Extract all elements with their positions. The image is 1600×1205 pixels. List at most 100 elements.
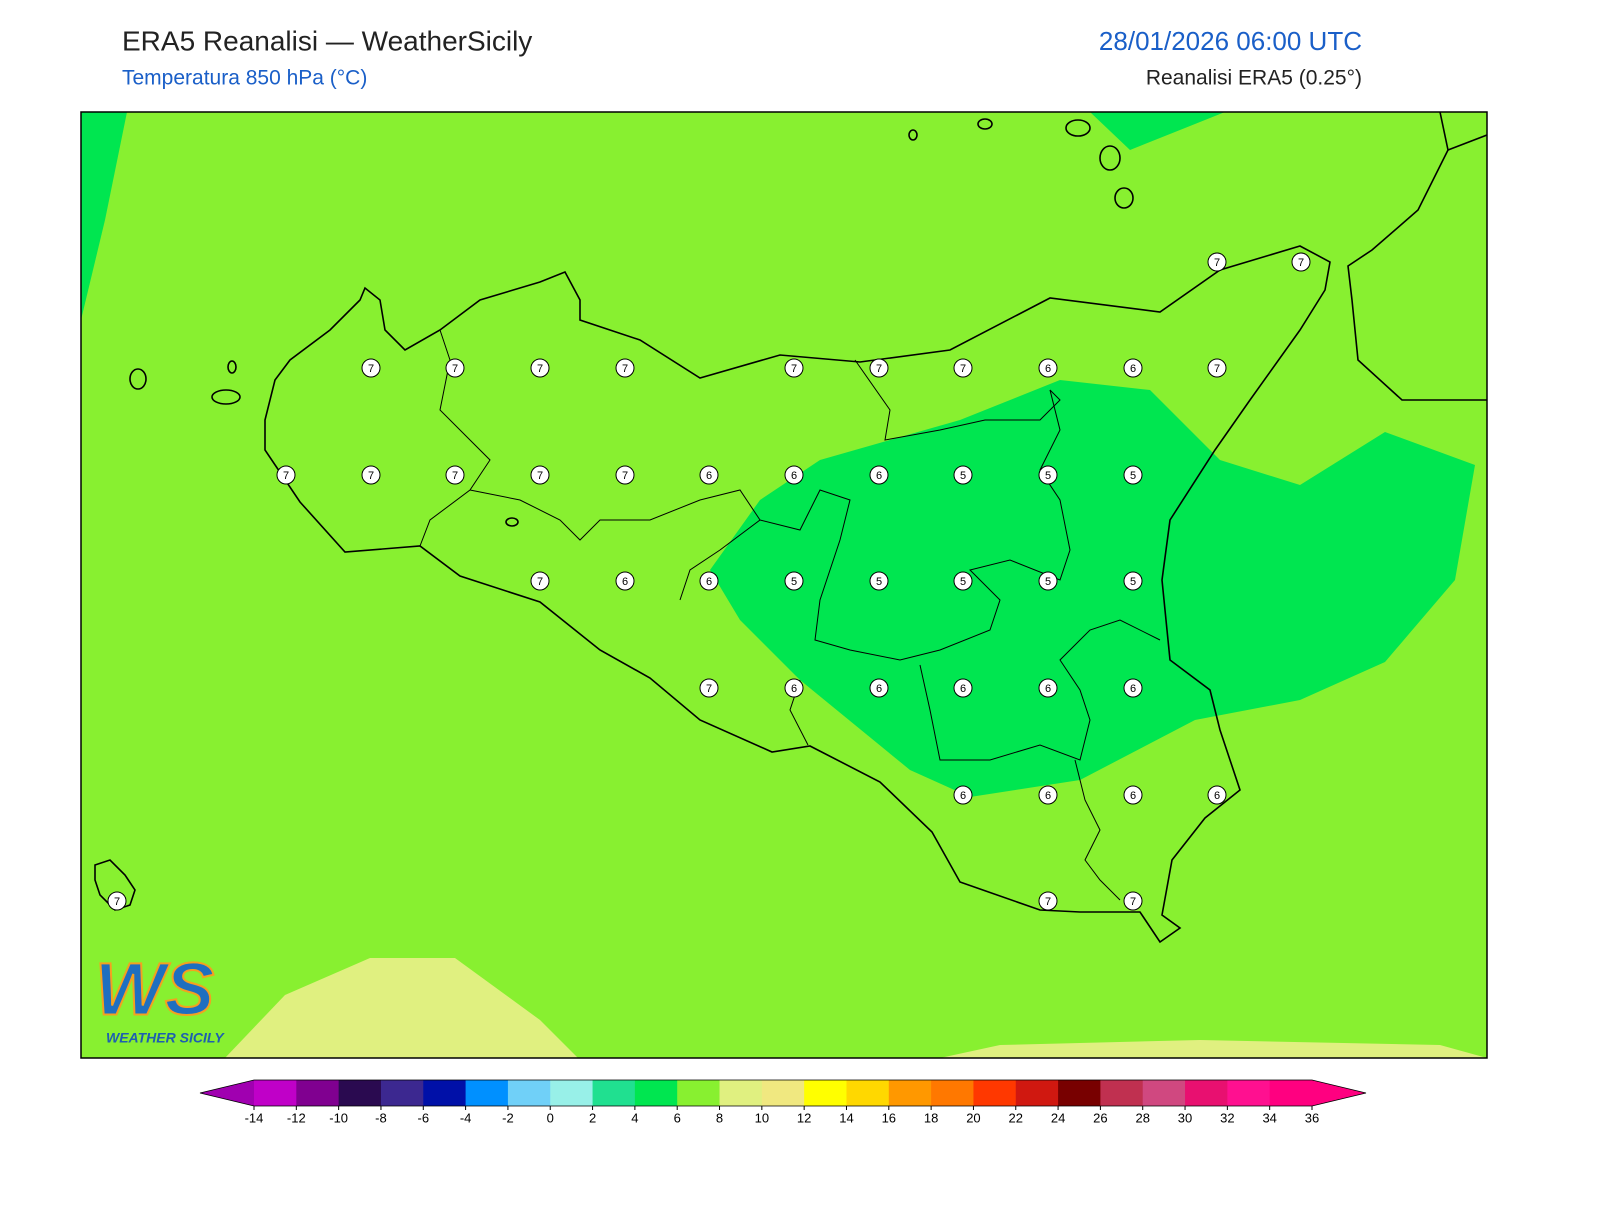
station-marker [784, 678, 804, 698]
colorbar-tick-label: -2 [502, 1110, 514, 1125]
colorbar-tick-label: 10 [755, 1110, 769, 1125]
source: Reanalisi ERA5 (0.25°) [1146, 67, 1362, 90]
station-marker [361, 358, 381, 378]
colorbar-tick-label: -6 [417, 1110, 429, 1125]
station-marker [107, 891, 127, 911]
station-marker [1038, 571, 1058, 591]
colorbar-segment [550, 1080, 594, 1106]
colorbar-under [200, 1080, 254, 1106]
station-value: 6 [1130, 790, 1136, 802]
station-value: 6 [1130, 363, 1136, 375]
colorbar-tick-label: 36 [1305, 1110, 1319, 1125]
station-value: 6 [876, 470, 882, 482]
station-marker [1038, 358, 1058, 378]
station-value: 6 [1214, 790, 1220, 802]
station-value: 7 [1214, 257, 1220, 269]
station-marker [1038, 465, 1058, 485]
coastline [94, 112, 1487, 944]
colorbar-segment [719, 1080, 763, 1106]
colorbar-segment [338, 1080, 382, 1106]
station-value: 7 [452, 363, 458, 375]
station-value: 7 [960, 363, 966, 375]
station-value: 7 [537, 470, 543, 482]
colorbar-segment [254, 1080, 297, 1106]
station-marker [953, 571, 973, 591]
station-marker [530, 358, 550, 378]
colorbar-tick-label: -10 [329, 1110, 348, 1125]
station-value: 7 [791, 363, 797, 375]
station-value: 7 [537, 363, 543, 375]
colorbar-segment [1227, 1080, 1271, 1106]
colorbar-segment [1269, 1080, 1313, 1106]
station-value: 6 [1045, 790, 1051, 802]
colorbar-tick-label: 0 [547, 1110, 554, 1125]
station-value: 5 [1045, 576, 1051, 588]
station-value: 6 [1045, 363, 1051, 375]
colorbar-tick-label: 34 [1262, 1110, 1276, 1125]
station-value: 5 [1130, 576, 1136, 588]
colorbar-tick-label: 30 [1178, 1110, 1192, 1125]
station-value: 6 [791, 470, 797, 482]
station-marker [1038, 678, 1058, 698]
datetime: 28/01/2026 06:00 UTC [1099, 26, 1362, 56]
station-marker [1123, 785, 1143, 805]
station-value: 7 [283, 470, 289, 482]
map-frame [80, 111, 1488, 1059]
colorbar-segment [465, 1080, 509, 1106]
colorbar-segment [634, 1080, 678, 1106]
station-marker [1291, 252, 1311, 272]
colorbar-tick-label: 28 [1135, 1110, 1149, 1125]
station-value: 7 [452, 470, 458, 482]
colorbar-segment [761, 1080, 805, 1106]
station-value: 7 [622, 363, 628, 375]
colorbar-tick-label: 6 [674, 1110, 681, 1125]
colorbar-segment [592, 1080, 636, 1106]
station-marker [953, 465, 973, 485]
station-value: 5 [791, 576, 797, 588]
map: 7 7 7 7 7 7 7 7 7 6 6 7 7 7 7 7 7 6 6 6 5 5 5 7 6 6 5 5 5 5 5 7 6 6 6 6 6 6 6 6… [81, 112, 1487, 1058]
station-marker [615, 571, 635, 591]
station-value: 7 [1298, 257, 1304, 269]
station-value: 6 [706, 470, 712, 482]
colorbar-segment [677, 1080, 721, 1106]
station-marker [1038, 785, 1058, 805]
station-marker [784, 358, 804, 378]
station-value: 7 [114, 896, 120, 908]
station-marker [1123, 358, 1143, 378]
colorbar-segment [1015, 1080, 1059, 1106]
station-marker [530, 465, 550, 485]
station-marker [869, 465, 889, 485]
station-value: 6 [1045, 683, 1051, 695]
station-value: 7 [876, 363, 882, 375]
station-value: 7 [1214, 363, 1220, 375]
colorbar-segment [380, 1080, 424, 1106]
colorbar-tick-label: -12 [287, 1110, 306, 1125]
colorbar-tick-label: 26 [1093, 1110, 1107, 1125]
colorbar: -14 -12 -10 -8 -6 -4 -2 0 2 4 6 8 10 12 14 16 18 20 22 24 26… [199, 1079, 1367, 1125]
colorbar-segment [507, 1080, 551, 1106]
station-marker [784, 465, 804, 485]
colorbar-segment [888, 1080, 932, 1106]
station-marker [869, 678, 889, 698]
station-value: 7 [368, 363, 374, 375]
colorbar-tick-label: 18 [924, 1110, 938, 1125]
stations: 7 7 7 7 7 7 7 7 7 6 6 7 7 7 7 7 7 6 6 6 5 5 5 7 6 6 5 5 5 5 5 7 6 6 6 6 6 6 6 6… [107, 252, 1311, 911]
colorbar-tick-label: 14 [839, 1110, 853, 1125]
colorbar-tick-label: 32 [1220, 1110, 1234, 1125]
colorbar-segment [931, 1080, 974, 1106]
logo: WS WEATHER SICILY [94, 947, 225, 1046]
station-marker [784, 571, 804, 591]
station-marker [615, 465, 635, 485]
station-marker [1123, 571, 1143, 591]
title: ERA5 Reanalisi — WeatherSicily [122, 25, 532, 56]
station-value: 6 [706, 576, 712, 588]
colorbar-segment [973, 1080, 1017, 1106]
colorbar-segment [423, 1080, 467, 1106]
colorbar-tick-label: 8 [716, 1110, 723, 1125]
colorbar-segment [846, 1080, 890, 1106]
station-marker [1207, 252, 1227, 272]
colorbar-segment [1185, 1080, 1228, 1106]
logo-text: WEATHER SICILY [106, 1030, 225, 1046]
colorbar-segment [1058, 1080, 1101, 1106]
